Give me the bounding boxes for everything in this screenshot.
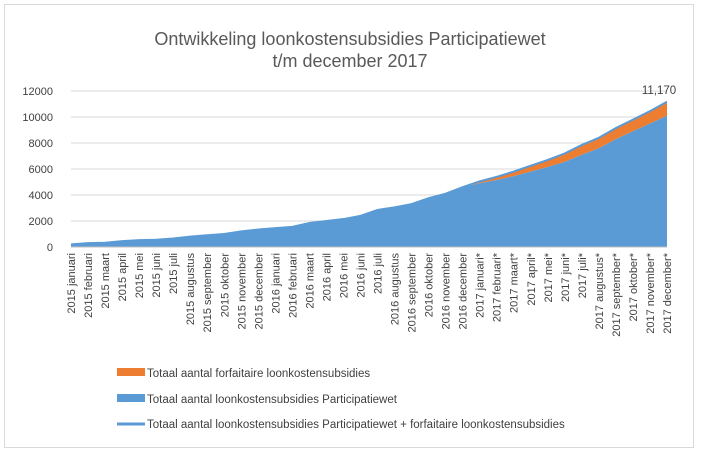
x-tick-label: 2016 mei [338, 253, 350, 298]
x-tick-label: 2016 februari [287, 253, 299, 318]
x-tick-label: 2017 februari* [492, 252, 504, 322]
x-tick-label: 2016 september [407, 253, 419, 333]
x-tick-label: 2016 december [458, 253, 470, 330]
y-tick-label: 2000 [29, 216, 53, 228]
x-tick-label: 2017 november* [645, 252, 657, 333]
x-tick-label: 2017 juni* [560, 252, 572, 302]
y-axis-ticks: 0 2000 4000 6000 8000 10000 12000 [22, 86, 53, 254]
x-tick-label: 2016 augustus [390, 253, 402, 326]
x-tick-label: 2017 mei* [543, 252, 555, 302]
x-tick-label: 2016 juli [373, 253, 385, 294]
x-tick-label: 2017 augustus* [594, 252, 606, 329]
y-tick-label: 0 [47, 242, 53, 254]
x-tick-label: 2015 maart [100, 253, 112, 309]
x-tick-label: 2015 november [236, 253, 248, 330]
legend-label: Totaal aantal loonkostensubsidies Partic… [147, 394, 398, 406]
x-tick-label: 2015 januari [66, 253, 78, 314]
chart: Ontwikkeling loonkostensubsidies Partici… [22, 29, 676, 431]
legend-swatch [117, 394, 145, 402]
x-tick-label: 2015 mei [134, 253, 146, 298]
x-tick-label: 2015 augustus [185, 253, 197, 326]
y-tick-label: 10000 [22, 112, 53, 124]
x-tick-label: 2016 april [321, 253, 333, 301]
legend: Totaal aantal forfaitaire loonkostensubs… [117, 368, 565, 431]
x-tick-label: 2016 januari [270, 253, 282, 314]
y-tick-label: 12000 [22, 86, 53, 98]
x-tick-label: 2015 februari [83, 253, 95, 318]
x-tick-label: 2016 juni [355, 253, 367, 298]
gridlines [71, 90, 667, 248]
x-tick-label: 2017 januari* [475, 252, 487, 318]
legend-label: Totaal aantal loonkostensubsidies Partic… [147, 419, 565, 431]
x-tick-label: 2016 november [441, 253, 453, 330]
x-tick-label: 2017 april* [526, 252, 538, 305]
x-tick-label: 2017 december* [662, 252, 674, 333]
x-tick-label: 2017 juli* [577, 252, 589, 298]
y-tick-label: 6000 [29, 164, 53, 176]
x-tick-label: 2016 maart [304, 253, 316, 309]
x-tick-label: 2015 juni [151, 253, 163, 298]
x-tick-label: 2015 oktober [219, 253, 231, 318]
chart-title-line-2: t/m december 2017 [272, 51, 427, 71]
y-tick-label: 4000 [29, 190, 53, 202]
area-participatiewet [71, 115, 667, 247]
x-tick-label: 2015 september [202, 253, 214, 333]
x-tick-label: 2015 juli [168, 253, 180, 294]
x-tick-label: 2015 april [117, 253, 129, 301]
total-annotation: 11,170 [642, 85, 676, 97]
x-tick-label: 2017 september* [611, 252, 623, 336]
x-tick-label: 2015 december [253, 253, 265, 330]
chart-frame: Ontwikkeling loonkostensubsidies Partici… [4, 4, 694, 448]
x-tick-label: 2017 maart* [509, 252, 521, 313]
x-tick-label: 2017 oktober* [628, 252, 640, 321]
legend-swatch [117, 368, 145, 376]
chart-title-line-1: Ontwikkeling loonkostensubsidies Partici… [154, 29, 545, 49]
line-total [70, 100, 668, 246]
x-axis-ticks: 2015 januari 2015 februari 2015 maart 2015 … [66, 252, 674, 337]
plot-areas [70, 100, 668, 248]
y-tick-label: 8000 [29, 138, 53, 150]
x-tick-label: 2016 oktober [424, 253, 436, 318]
legend-label: Totaal aantal forfaitaire loonkostensubs… [147, 368, 370, 380]
